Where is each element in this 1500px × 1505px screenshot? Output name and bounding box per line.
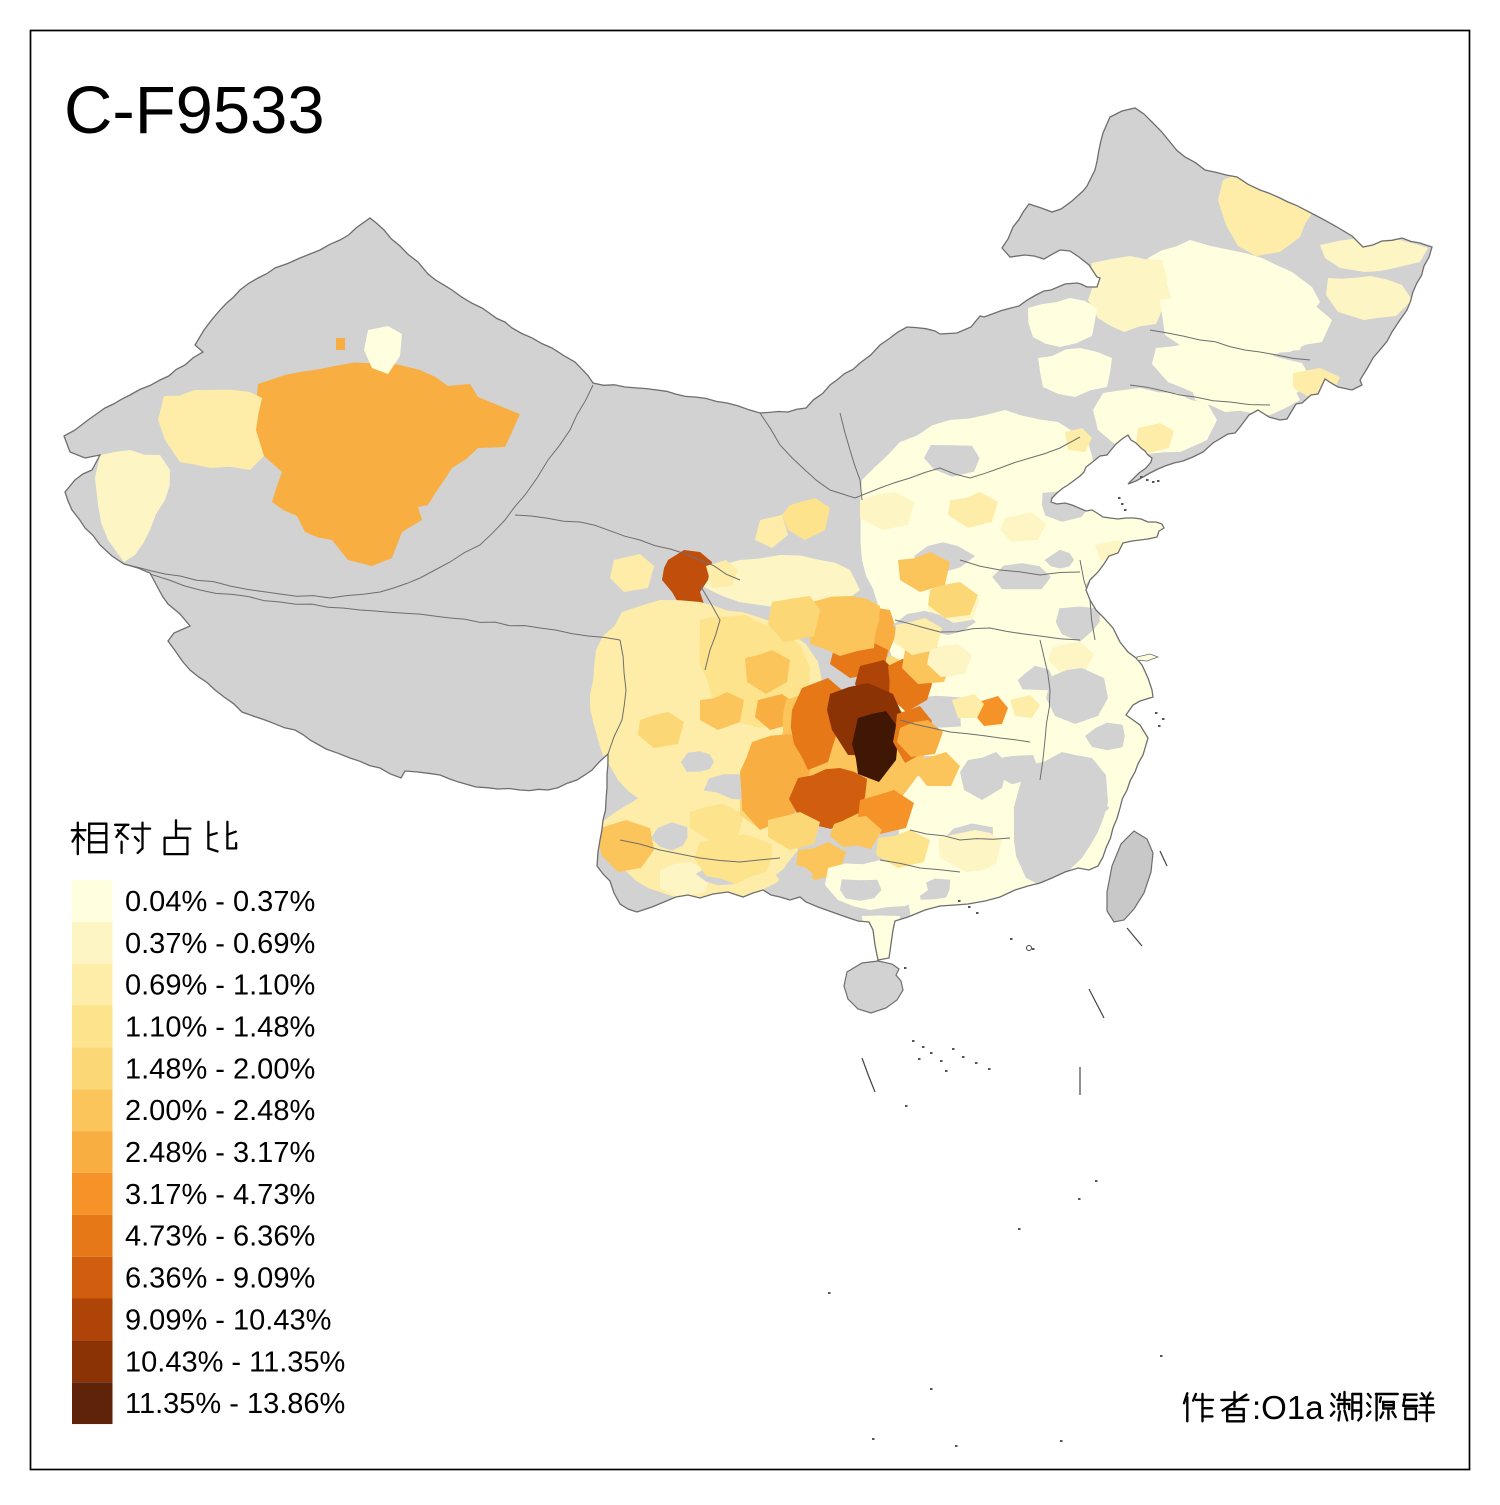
svg-text:6.36% - 9.09%: 6.36% - 9.09% xyxy=(125,1263,315,1295)
svg-text:1.48% - 2.00%: 1.48% - 2.00% xyxy=(125,1053,315,1085)
svg-text:2.48% - 3.17%: 2.48% - 3.17% xyxy=(125,1137,315,1169)
svg-text:11.35% - 13.86%: 11.35% - 13.86% xyxy=(125,1388,345,1420)
svg-text::O1a: :O1a xyxy=(1252,1389,1324,1426)
svg-text:C-F9533: C-F9533 xyxy=(64,73,325,148)
svg-text:9.09% - 10.43%: 9.09% - 10.43% xyxy=(125,1304,331,1336)
svg-text:0.04% - 0.37%: 0.04% - 0.37% xyxy=(125,886,315,918)
svg-text:1.10% - 1.48%: 1.10% - 1.48% xyxy=(125,1012,315,1044)
svg-text:0.69% - 1.10%: 0.69% - 1.10% xyxy=(125,970,315,1002)
svg-text:3.17% - 4.73%: 3.17% - 4.73% xyxy=(125,1179,315,1211)
svg-text:10.43% - 11.35%: 10.43% - 11.35% xyxy=(125,1346,345,1378)
svg-text:4.73% - 6.36%: 4.73% - 6.36% xyxy=(125,1221,315,1253)
svg-text:2.00% - 2.48%: 2.00% - 2.48% xyxy=(125,1095,315,1127)
svg-text:0.37% - 0.69%: 0.37% - 0.69% xyxy=(125,928,315,960)
